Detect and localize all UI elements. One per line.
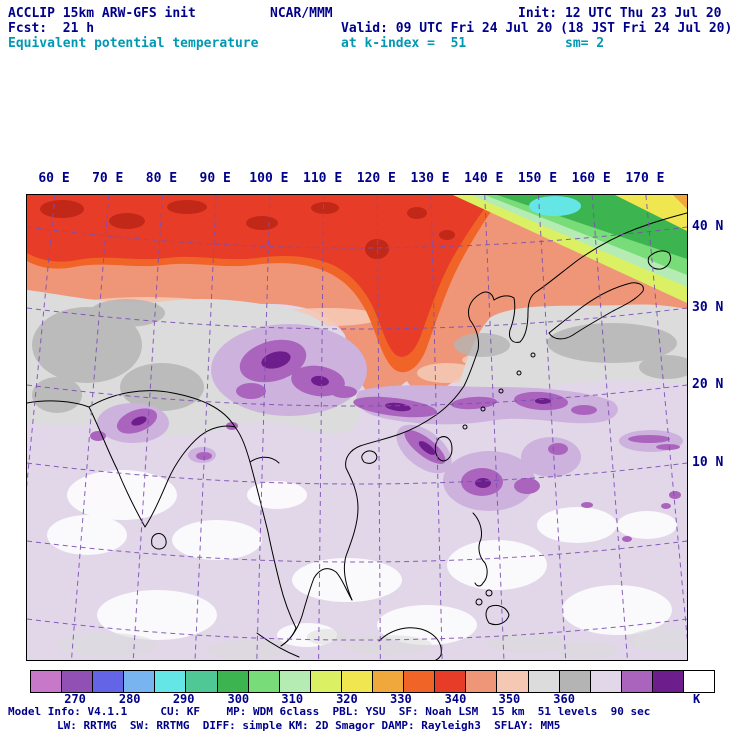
colorbar-tick-label: 360 [553, 692, 575, 706]
colorbar-tick-label: 280 [118, 692, 141, 706]
valid-time: Valid: 09 UTC Fri 24 Jul 20 (18 JST Fri … [341, 21, 733, 36]
lat-tick-label: 10 N [692, 455, 724, 470]
colorbar-tick-label: 300 [227, 692, 250, 706]
grid-layer [9, 194, 690, 661]
variable-name: Equivalent potential temperature [8, 36, 259, 51]
lon-axis: 60 E 70 E 80 E 90 E 100 E 110 E 120 E 130 E 140 … [26, 171, 688, 188]
lon-tick-label: 160 E [571, 171, 611, 186]
lat-tick-label: 20 N [692, 377, 724, 392]
colorbar-cell [185, 671, 217, 692]
colorbar-ticks: 270 280 290 300 310 320 330 340 350 360 K [30, 692, 713, 706]
colorbar-tick-label: 270 [64, 692, 86, 706]
lon-tick-label: 70 E [92, 171, 124, 186]
lon-tick-label: 80 E [145, 171, 178, 186]
model-info-line2: LW: RRTMG SW: RRTMG DIFF: simple KM: 2D … [57, 719, 561, 732]
contour-white-patches [47, 470, 677, 647]
lon-tick-label: 150 E [517, 171, 558, 186]
model-info-line1: Model Info: V4.1.1 CU: KF MP: WDM 6class… [8, 705, 651, 718]
lon-tick-label: 140 E [464, 171, 504, 186]
lon-tick-label: 170 E [625, 171, 665, 186]
colorbar-tick-label: 320 [336, 692, 358, 706]
colorbar-cell [247, 671, 279, 692]
contour-dark-red-cores [40, 200, 455, 259]
lon-tick-label: 120 E [356, 171, 396, 186]
coastlines-layer [26, 212, 688, 661]
colorbar-cell [61, 671, 93, 692]
lon-tick-label: 100 E [249, 171, 289, 186]
colorbar-cell [651, 671, 683, 692]
lon-tick-label: 90 E [199, 171, 231, 186]
colorbar-cell [496, 671, 528, 692]
level-info: at k-index = 51 [341, 36, 467, 51]
colorbar-cell [527, 671, 559, 692]
colorbar-cell [154, 671, 186, 692]
colorbar-tick-label: 290 [172, 692, 195, 706]
lat-axis: 40 N 30 N 20 N 10 N [692, 195, 738, 660]
colorbar-cell [372, 671, 404, 692]
colorbar-cell [465, 671, 497, 692]
center-name: NCAR/MMM [270, 6, 333, 21]
lat-tick-label: 30 N [692, 300, 724, 315]
colorbar-cell [620, 671, 652, 692]
colorbar-cell [31, 671, 62, 692]
colorbar-cell [558, 671, 590, 692]
forecast-hour: Fcst: 21 h [8, 21, 95, 36]
map-canvas [9, 194, 707, 661]
lat-tick-label: 40 N [692, 219, 724, 234]
colorbar-cell [682, 671, 715, 692]
colorbar-cells [30, 670, 715, 693]
lon-tick-label: 60 E [38, 171, 70, 186]
colorbar-cell [123, 671, 155, 692]
colorbar-cell [434, 671, 466, 692]
lon-tick-label: 110 E [303, 171, 343, 186]
map-panel [9, 194, 707, 661]
colorbar-cell [309, 671, 341, 692]
contour-cold-stripes [453, 195, 687, 303]
colorbar-cell [589, 671, 621, 692]
colorbar-tick-label: 330 [390, 692, 412, 706]
init-time: Init: 12 UTC Thu 23 Jul 20 [518, 6, 722, 21]
colorbar-tick-label: 350 [498, 692, 521, 706]
lon-tick-label: 130 E [410, 171, 450, 186]
colorbar-tick-label: 310 [281, 692, 304, 706]
colorbar-cell [278, 671, 310, 692]
colorbar-cell [403, 671, 435, 692]
smoothing-info: sm= 2 [565, 36, 605, 51]
colorbar-tick-label: 340 [444, 692, 467, 706]
colorbar-cell [92, 671, 124, 692]
colorbar-cell [340, 671, 373, 692]
colorbar-unit-label: K [692, 692, 701, 706]
colorbar-cell [216, 671, 248, 692]
model-title: ACCLIP 15km ARW-GFS init [8, 6, 196, 21]
contour-dark-purple [131, 351, 551, 488]
